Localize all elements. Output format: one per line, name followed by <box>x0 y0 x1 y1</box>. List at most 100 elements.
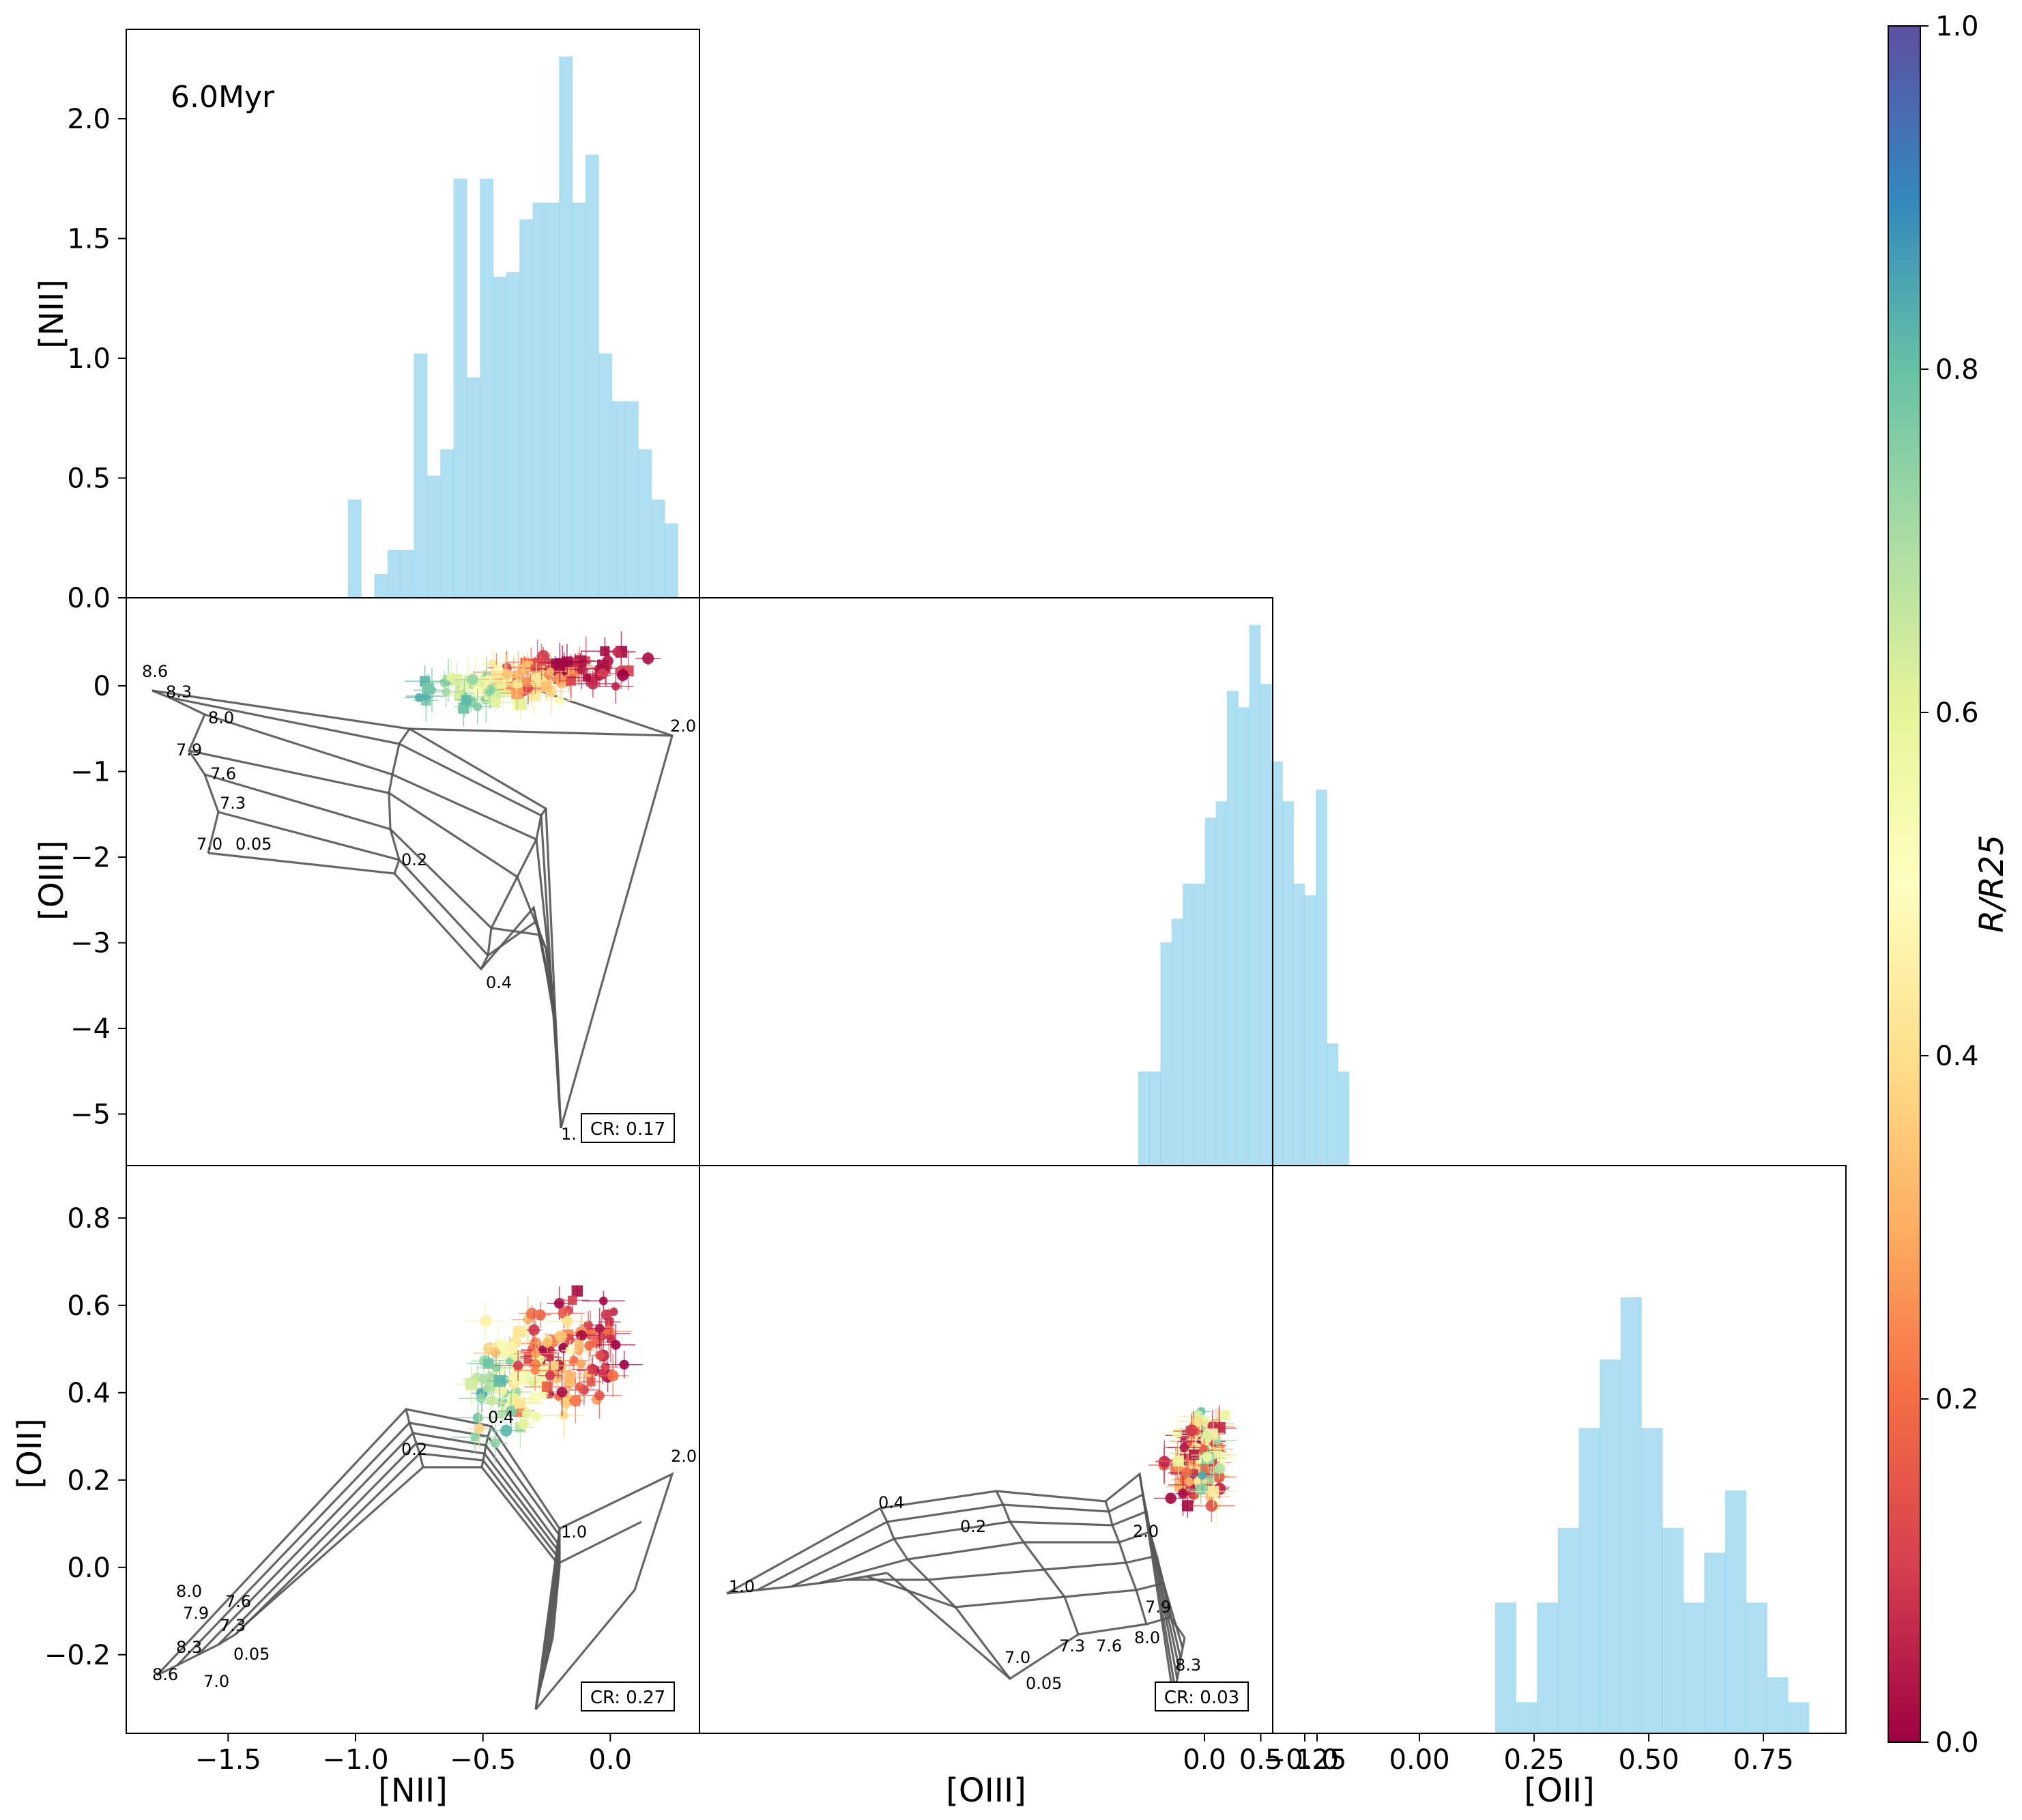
hist-oiii-bar <box>1183 883 1194 1166</box>
nii-oii-point <box>483 1384 492 1393</box>
grid-label: 7.3 <box>220 794 246 813</box>
hist-nii-bar <box>638 449 652 598</box>
nii-oii-point <box>528 1324 540 1336</box>
nii-oii-point <box>586 1377 596 1387</box>
nii-oii-grid-row <box>197 1432 561 1679</box>
nii-oiii-point <box>555 658 565 667</box>
grid-label: 0.2 <box>960 1517 986 1536</box>
nii-oii-point <box>601 1309 612 1320</box>
grid-label: 7.3 <box>220 1616 246 1635</box>
grid-label: 7.6 <box>1096 1636 1122 1656</box>
nii-oiii-ytick-label: −2 <box>70 842 111 873</box>
nii-oii-point <box>479 1314 492 1327</box>
hist-nii-bar <box>506 272 520 598</box>
hist-oiii-bar <box>1327 1043 1338 1166</box>
hist-nii-ytick-label: 0.0 <box>67 583 111 614</box>
hist-oii-xtick-label: −0.25 <box>1263 1744 1347 1776</box>
panel-scatter-nii-oiii: 0 −1 −2 −3 −4 −5 [OIII] 8.68.3 8.0 7.9 7.6 7.3 7.0… <box>33 597 700 1166</box>
nii-oiii-point <box>537 657 546 666</box>
oiii-xlabel: [OIII] <box>946 1772 1026 1810</box>
hist-nii-bar <box>664 523 678 598</box>
nii-oii-xtick-label: −1.5 <box>195 1744 261 1776</box>
nii-oiii-ytick-label: −4 <box>70 1013 111 1045</box>
hist-oiii-bar <box>1160 942 1172 1166</box>
colorbar-gradient <box>1888 25 1921 1743</box>
grid-label: 1. <box>561 1125 577 1144</box>
hist-nii-ytick-label: 0.5 <box>67 463 111 495</box>
grid-label: 8.3 <box>166 682 192 702</box>
nii-oii-point <box>532 1411 542 1422</box>
nii-oii-point <box>549 1361 559 1370</box>
hist-oiii-bar <box>1138 1071 1150 1166</box>
hist-oii-bar <box>1787 1702 1810 1733</box>
nii-oiii-point <box>617 669 629 682</box>
hist-oiii-bar <box>1149 1071 1161 1166</box>
hist-oii-xtick-label: 0.00 <box>1389 1744 1450 1776</box>
nii-oiii-point <box>597 668 609 680</box>
colorbar-tick-label: 0.6 <box>1935 697 1979 729</box>
nii-oiii-point <box>422 682 434 695</box>
nii-oii-point <box>588 1365 597 1374</box>
nii-oii-point <box>576 1359 586 1369</box>
nii-oii-point <box>505 1342 517 1354</box>
nii-oii-points <box>451 1285 643 1464</box>
nii-oii-point <box>575 1382 584 1391</box>
nii-oii-point <box>490 1438 500 1448</box>
nii-oii-point <box>470 1432 480 1442</box>
nii-oii-ytick-label: 0.8 <box>67 1203 111 1234</box>
nii-oii-point <box>584 1340 594 1350</box>
oiii-oii-point <box>1212 1436 1222 1445</box>
hist-nii-bar <box>532 202 547 598</box>
colorbar-label: R/R25 <box>1973 835 2011 933</box>
nii-oii-grid-col <box>480 1426 493 1468</box>
nii-oii-point <box>465 1378 478 1391</box>
oiii-oii-xtick-label: 0.5 <box>1239 1744 1283 1776</box>
nii-oiii-grid-row <box>169 696 560 1099</box>
hist-oii-bar <box>1662 1527 1684 1733</box>
grid-label: 1.0 <box>729 1577 755 1596</box>
hist-oii-bar <box>1600 1359 1621 1733</box>
grid-label: 7.0 <box>1005 1648 1030 1667</box>
nii-oiii-ytick-label: −5 <box>70 1099 111 1131</box>
nii-oii-point <box>568 1295 577 1305</box>
nii-oii-cr-text: CR: 0.27 <box>590 1688 665 1708</box>
nii-oii-point <box>528 1392 540 1405</box>
nii-oii-point <box>518 1418 530 1430</box>
hist-oii-xtick-label: 0.50 <box>1619 1744 1679 1776</box>
nii-oii-point <box>574 1340 584 1350</box>
nii-oii-point <box>556 1387 568 1398</box>
oiii-oii-grid-labels: 0.4 0.2 1.0 2.0 7.9 8.0 7.6 7.3 7.0 0.05 8.3 <box>729 1493 1201 1693</box>
nii-oii-xtick-label: −0.5 <box>450 1744 516 1776</box>
hist-oii-bar <box>1620 1297 1642 1733</box>
oiii-oii-xticks: 0.0 0.5 1.0 <box>1183 1733 1339 1776</box>
oiii-oii-point <box>1194 1416 1204 1427</box>
nii-oii-ytick-label: 0.0 <box>67 1552 111 1584</box>
oiii-oii-point <box>1208 1486 1219 1497</box>
hist-oiii-bar <box>1338 1071 1350 1166</box>
nii-oiii-model-grid <box>151 689 674 1129</box>
nii-oii-xtick-label: 0.0 <box>589 1744 633 1776</box>
hist-nii-bar <box>414 353 428 598</box>
nii-oii-xtick-label: −1.0 <box>322 1744 388 1776</box>
nii-oii-point <box>516 1374 527 1385</box>
hist-oii-bar <box>1641 1428 1663 1733</box>
nii-oii-point <box>571 1285 583 1297</box>
nii-oii-point <box>562 1316 573 1327</box>
hist-oiii-bars <box>1138 625 1350 1166</box>
hist-oiii-bar <box>1260 684 1272 1166</box>
oiii-oii-point <box>1213 1471 1225 1483</box>
grid-label: 8.3 <box>176 1638 202 1657</box>
nii-oii-cr-box <box>581 1681 675 1711</box>
nii-oii-point <box>493 1374 506 1387</box>
nii-oii-point <box>595 1350 605 1361</box>
hist-oiii-bar <box>1227 691 1239 1166</box>
panel-scatter-nii-oii: −0.2 0.0 0.2 0.4 0.6 0.8 −1.5 −1.0 −0.5 0.0 [OII… <box>11 1165 700 1810</box>
nii-oii-point <box>594 1323 605 1333</box>
grid-label: 8.3 <box>1175 1656 1201 1675</box>
oiii-oii-point <box>1202 1452 1213 1462</box>
hist-nii-bar <box>611 401 626 598</box>
nii-oiii-ytick-label: 0 <box>93 671 111 702</box>
oiii-oii-point <box>1185 1477 1194 1486</box>
oiii-oii-cr-box <box>1155 1681 1249 1711</box>
oiii-oii-grid-row <box>846 1555 1182 1659</box>
